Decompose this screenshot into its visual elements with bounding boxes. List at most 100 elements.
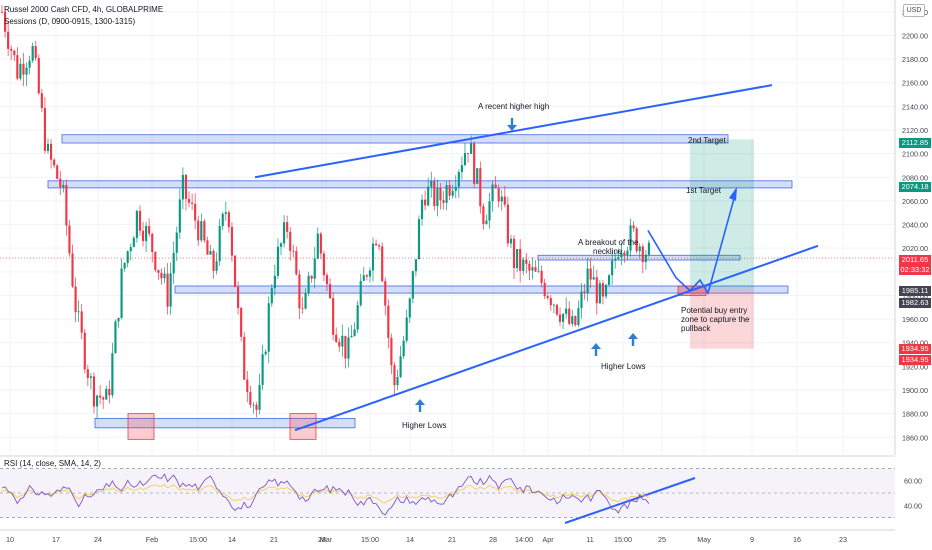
candle-body [494,184,497,189]
candle-body [252,404,255,406]
candle-body [209,250,212,255]
zone-lows [94,417,356,429]
rsi-panel: 40.00 60.00 [0,455,922,518]
candle-body [396,377,399,386]
candle-body [476,168,479,184]
trend-lines [254,84,819,524]
candle-body [289,231,292,251]
horizontal-zones [47,134,793,440]
time-tick-label: 11 [586,535,593,544]
candle-body [512,238,516,269]
candle-body [206,240,209,255]
candle-body [218,226,221,262]
price-tag-support-low: 1982.63 [899,298,931,308]
price-tag-last: 2011.65 [899,255,931,265]
time-tick-label: May [697,535,711,544]
candle-body [448,185,451,196]
annotation-text: neckline [593,247,623,256]
candle-body [194,203,197,221]
candle-body [638,246,641,252]
chart-grid [0,0,895,455]
candle-body [34,46,37,59]
candle-body [592,277,595,280]
candle-body [172,252,175,274]
candle-body [335,334,338,342]
candle-body [608,275,611,285]
candle-body [390,337,393,366]
candle-body [154,251,157,270]
candle-body [328,284,332,299]
candle-body [519,248,522,271]
candle-body [598,283,601,304]
candle-body [635,228,638,252]
candle-body [378,245,381,247]
candle-body [102,397,105,400]
candle-body [74,286,77,312]
candle-body [83,332,86,370]
candle-body [629,225,632,251]
price-tick-label: 2120.00 [902,126,928,135]
time-tick-label: 15:00 [614,535,632,544]
candle-body [371,243,375,271]
candle-body [611,260,614,276]
candle-body [108,388,111,396]
candle-body [470,143,473,154]
price-tick-label: 2060.00 [902,197,928,206]
candle-body [522,259,525,271]
candle-body [304,293,307,309]
rsi-tick-label: 60.00 [904,477,922,486]
candle-body [221,213,224,227]
candle-body [485,220,488,225]
candle-body [191,202,194,204]
candle-body [571,316,574,324]
candle-body [160,272,163,279]
annotation-text: Potential buy entry [681,306,747,315]
candle-body [583,291,586,293]
sessions-indicator-label[interactable]: Sessions (D, 0900-0915, 1300-1315) [4,17,136,26]
time-tick-label: 15:00 [189,535,207,544]
rsi-indicator-label[interactable]: RSI (14, close, SMA, 14, 2) [4,459,101,468]
candle-body [237,286,240,308]
candle-body [16,55,19,79]
candle-body [402,340,405,357]
candle-body [549,298,552,306]
candle-body [568,308,571,324]
price-tag-stop-2: 1934.95 [899,355,931,365]
candle-body [292,250,295,252]
higher-low-arrow-3-head [628,333,638,339]
higher-low-arrow-2-head [591,343,601,349]
currency-button[interactable]: USD [903,4,925,17]
candle-body [313,258,316,279]
candle-body [500,196,503,202]
candle-body [463,153,467,166]
candle-body [552,304,555,306]
price-tag-stop: 1934.95 [899,344,931,354]
price-tag-2nd-target: 2112.85 [899,138,931,148]
price-tick-label: 1880.00 [902,410,928,419]
candle-body [25,67,28,75]
annotation-text: 1st Target [686,186,722,195]
candle-body [531,267,534,271]
candle-body [525,259,528,264]
candle-body [212,250,215,271]
candle-body [595,277,598,304]
time-tick-label: 24 [94,535,102,544]
candle-body [0,11,4,13]
time-tick-label: 21 [270,535,278,544]
candle-body [7,31,10,49]
price-tick-label: 1920.00 [902,362,928,371]
candle-body [632,225,635,229]
annotation-text: A recent higher high [478,102,549,111]
candle-body [534,267,537,272]
candle-body [62,184,65,188]
chart-title: Russel 2000 Cash CFD, 4h, GLOBALPRIME [4,5,164,14]
candle-body [445,185,448,203]
candle-body [365,275,368,277]
time-tick-label: 14 [228,535,236,544]
time-tick-label: Apr [542,535,554,544]
candle-body [417,219,421,260]
candle-body [359,280,362,306]
candle-body [620,252,623,258]
candle-body [562,313,565,322]
